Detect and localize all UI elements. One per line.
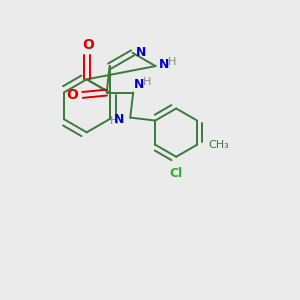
- Text: O: O: [82, 38, 94, 52]
- Text: H: H: [168, 57, 176, 67]
- Text: N: N: [113, 113, 124, 127]
- Text: N: N: [134, 78, 145, 91]
- Text: Cl: Cl: [169, 167, 183, 180]
- Text: N: N: [136, 46, 146, 59]
- Text: O: O: [66, 88, 78, 102]
- Text: H: H: [142, 77, 151, 87]
- Text: H: H: [110, 116, 118, 126]
- Text: N: N: [159, 58, 170, 71]
- Text: CH₃: CH₃: [208, 140, 229, 150]
